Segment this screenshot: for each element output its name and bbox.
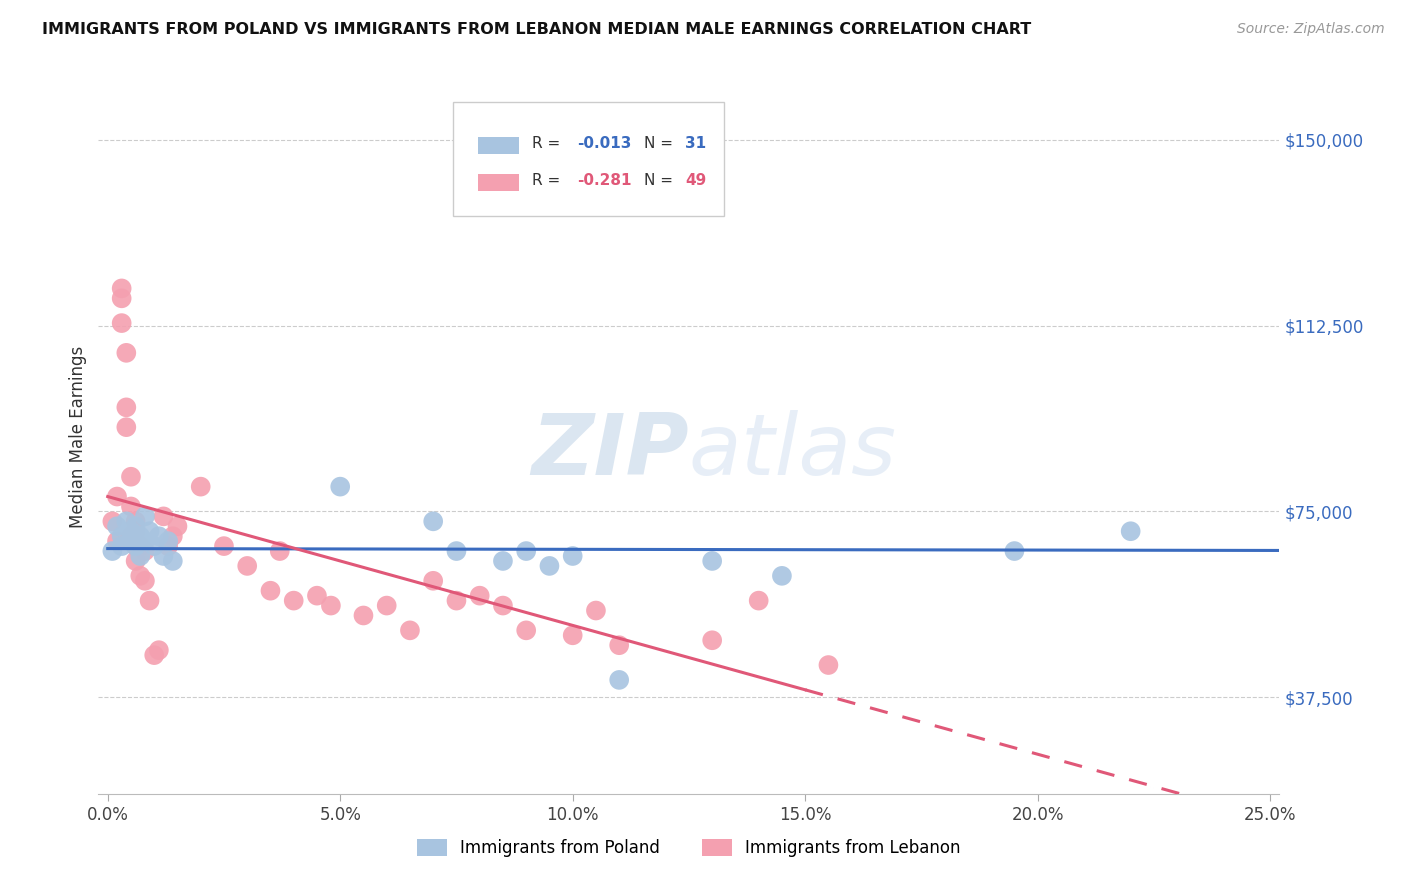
Point [124,539,146,553]
Point [120,529,142,543]
Point [129,549,152,563]
Text: -0.013: -0.013 [576,136,631,152]
Text: R =: R = [531,136,565,152]
Point [492,599,515,613]
Point [124,554,146,568]
Point [1119,524,1142,539]
Legend: Immigrants from Poland, Immigrants from Lebanon: Immigrants from Poland, Immigrants from … [411,832,967,864]
Point [446,544,468,558]
Text: R =: R = [531,173,565,188]
Point [120,534,142,549]
Point [561,549,583,563]
Point [115,420,138,434]
Point [124,524,146,539]
Point [561,628,583,642]
Point [375,599,398,613]
Point [129,569,152,583]
Point [817,658,839,673]
FancyBboxPatch shape [478,136,519,154]
Text: Source: ZipAtlas.com: Source: ZipAtlas.com [1237,22,1385,37]
Point [269,544,291,558]
Point [166,519,188,533]
FancyBboxPatch shape [453,102,724,216]
Text: 31: 31 [685,136,707,152]
Point [111,281,134,295]
Point [134,574,156,588]
Point [748,593,770,607]
Point [111,291,134,305]
Text: IMMIGRANTS FROM POLAND VS IMMIGRANTS FROM LEBANON MEDIAN MALE EARNINGS CORRELATI: IMMIGRANTS FROM POLAND VS IMMIGRANTS FRO… [42,22,1032,37]
Point [105,534,128,549]
Text: -0.281: -0.281 [576,173,631,188]
Point [120,524,142,539]
Point [515,544,537,558]
Point [134,509,156,524]
Point [105,490,128,504]
FancyBboxPatch shape [478,174,519,191]
Point [124,519,146,533]
Point [105,519,128,533]
Point [212,539,235,553]
Point [353,608,375,623]
Point [129,529,152,543]
Point [111,316,134,330]
Point [607,673,630,687]
Point [422,574,444,588]
Point [120,500,142,514]
Point [585,603,607,617]
Point [148,643,170,657]
Point [702,633,724,648]
Point [115,514,138,528]
Point [190,480,212,494]
Point [124,514,146,528]
Text: N =: N = [644,136,678,152]
Point [157,534,180,549]
Point [492,554,515,568]
Point [101,544,124,558]
Point [607,638,630,652]
Point [329,480,352,494]
Point [702,554,724,568]
Point [152,509,174,524]
Point [129,539,152,553]
Point [538,558,561,573]
Point [305,589,328,603]
Y-axis label: Median Male Earnings: Median Male Earnings [69,346,87,528]
Point [468,589,491,603]
Point [148,529,170,543]
Point [770,569,793,583]
Point [138,593,160,607]
Text: 49: 49 [685,173,707,188]
Text: ZIP: ZIP [531,409,689,493]
Point [259,583,281,598]
Point [143,539,166,553]
Point [138,524,160,539]
Point [1002,544,1025,558]
Point [115,346,138,360]
Point [124,539,146,553]
Point [152,549,174,563]
Point [143,648,166,662]
Point [422,514,444,528]
Point [134,534,156,549]
Point [162,529,184,543]
Point [134,544,156,558]
Point [111,529,134,543]
Text: N =: N = [644,173,678,188]
Point [101,514,124,528]
Point [115,401,138,415]
Point [162,554,184,568]
Point [236,558,259,573]
Point [111,539,134,553]
Point [319,599,342,613]
Point [399,624,422,638]
Point [283,593,305,607]
Point [515,624,537,638]
Point [120,469,142,483]
Text: atlas: atlas [689,409,897,493]
Point [446,593,468,607]
Point [157,539,180,553]
